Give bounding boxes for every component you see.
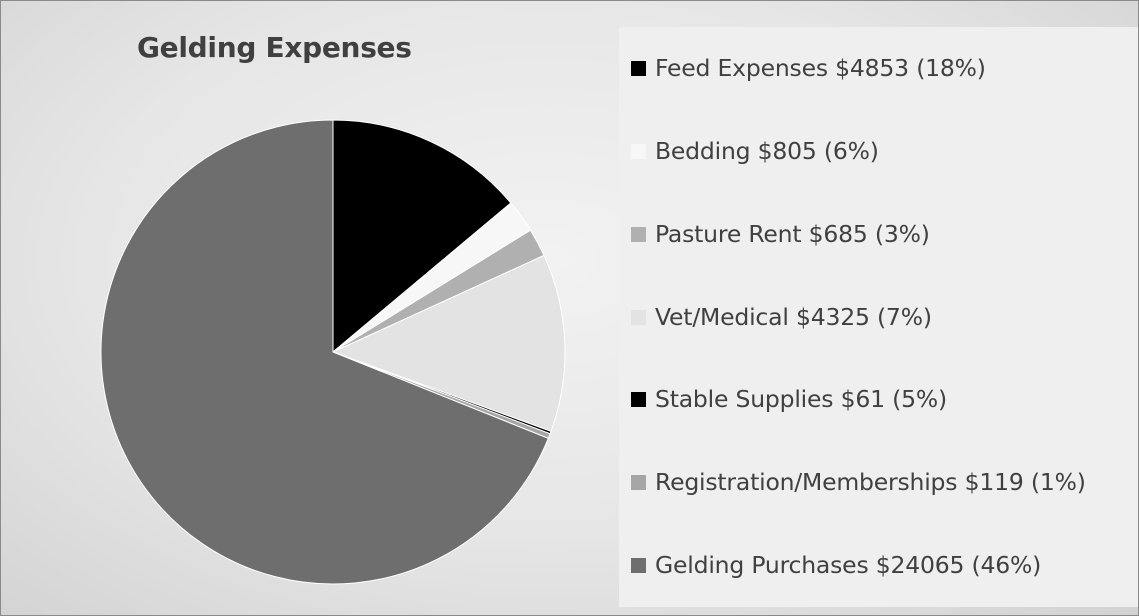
legend-label: Feed Expenses $4853 (18%) [655,54,986,82]
legend-label: Vet/Medical $4325 (7%) [655,303,932,331]
legend: Feed Expenses $4853 (18%) Bedding $805 (… [619,27,1138,607]
legend-swatch [631,309,646,325]
legend-item-gelding-purchases: Gelding Purchases $24065 (46%) [631,548,1041,582]
pie-slice-gelding-purchases [100,119,549,585]
legend-swatch [631,474,646,490]
legend-label: Stable Supplies $61 (5%) [655,385,947,413]
legend-swatch [631,391,646,407]
legend-item-pasture-rent: Pasture Rent $685 (3%) [631,217,930,251]
legend-swatch [631,226,646,242]
legend-label: Gelding Purchases $24065 (46%) [655,551,1042,579]
legend-item-feed-expenses: Feed Expenses $4853 (18%) [631,51,986,85]
pie-slice-vet-medical [331,254,566,432]
legend-swatch [631,143,646,159]
legend-item-bedding: Bedding $805 (6%) [631,134,879,168]
legend-label: Registration/Memberships $119 (1%) [655,468,1086,496]
legend-swatch [631,60,646,76]
legend-item-registration-memberships: Registration/Memberships $119 (1%) [631,465,1086,499]
legend-label: Bedding $805 (6%) [655,137,879,165]
chart-title: Gelding Expenses [137,31,412,64]
pie-slice-feed-expenses [332,119,512,354]
legend-item-stable-supplies: Stable Supplies $61 (5%) [631,382,947,416]
legend-swatch [631,557,646,573]
legend-item-vet-medical: Vet/Medical $4325 (7%) [631,300,932,334]
legend-label: Pasture Rent $685 (3%) [655,220,930,248]
